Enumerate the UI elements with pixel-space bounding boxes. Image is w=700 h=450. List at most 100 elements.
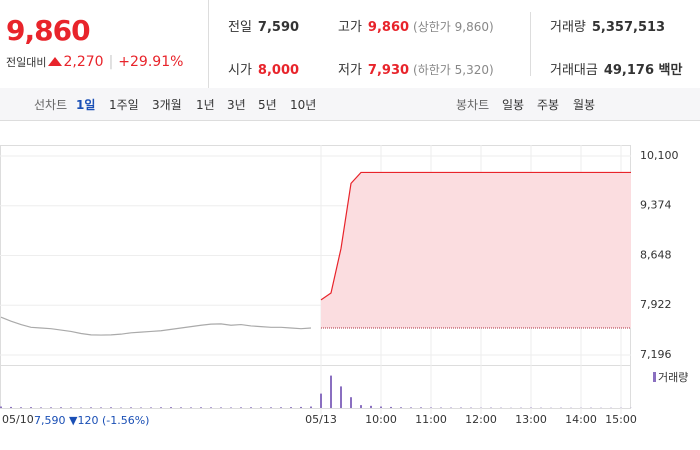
volume-bar <box>40 407 42 408</box>
volume-bar <box>130 407 132 408</box>
volume-bar <box>150 407 152 408</box>
x-tick-label: 10:00 <box>365 413 397 426</box>
tab[interactable]: 3년 <box>227 98 246 112</box>
y-tick-label: 7,922 <box>640 298 672 311</box>
y-tick-label: 8,648 <box>640 248 672 261</box>
x-tick-label: 12:00 <box>465 413 497 426</box>
stat-label: 시가 <box>228 63 252 78</box>
x-tick-label: 05/10 <box>2 413 34 426</box>
volume-bar <box>210 407 212 408</box>
volume-bar <box>400 407 402 408</box>
tab[interactable]: 3개월 <box>152 98 182 112</box>
stat-label: 전일 <box>228 20 252 35</box>
volume-bar <box>380 406 382 408</box>
x-tick-label: 15:00 <box>605 413 637 426</box>
x-tick-label: 11:00 <box>415 413 447 426</box>
volume-bar <box>310 406 312 408</box>
up-arrow <box>48 57 63 66</box>
tab[interactable]: 일봉 <box>502 98 525 112</box>
chart: 10,100 9,374 8,648 7,922 7,196 05/10 05/13 10:0… <box>0 145 688 426</box>
y-tick-label: 7,196 <box>640 348 672 361</box>
quote-header: 9,860 전일대비 2,270 | +29.91% 전일 7,590 고가 9,860(… <box>0 0 700 89</box>
volume-bar <box>430 407 432 408</box>
stat-value: 7,930 <box>367 63 410 78</box>
stat-label: 거래대금 <box>550 63 598 78</box>
prev-change-pct: (-1.56%) <box>101 414 150 427</box>
x-tick-label: 13:00 <box>515 413 547 426</box>
volume-bar <box>0 406 2 408</box>
divider <box>208 0 209 88</box>
stat-value: 5,357,513 <box>591 20 666 35</box>
volume-bar <box>200 407 202 408</box>
tab[interactable]: 주봉 <box>537 98 560 112</box>
volume-bar <box>260 407 262 408</box>
area <box>321 172 631 328</box>
volume-bar <box>370 405 372 408</box>
stat-label: 저가 <box>338 63 362 78</box>
stat: 거래량 5,357,513 <box>550 16 665 35</box>
volume-bar <box>420 407 422 408</box>
volume-bar <box>70 407 72 408</box>
volume-bar <box>170 407 172 408</box>
tab[interactable]: 월봉 <box>573 98 596 112</box>
x-tick-label: 14:00 <box>565 413 597 426</box>
volume-bar <box>220 407 222 408</box>
legend-label: 거래량 <box>658 371 688 384</box>
volume-bar <box>110 407 112 408</box>
stat: 시가 8,000 <box>228 59 299 78</box>
volume-bar <box>10 406 12 408</box>
volume-bar <box>190 407 192 408</box>
change-value: 2,270 <box>63 54 104 70</box>
change-label: 전일대비 <box>6 56 47 69</box>
volume-bar <box>100 407 102 408</box>
stat-label: 거래량 <box>550 20 586 35</box>
y-tick-label: 9,374 <box>640 199 672 212</box>
volume-bar <box>160 407 162 408</box>
volume-bar <box>390 406 392 408</box>
tab[interactable]: 1년 <box>196 98 215 112</box>
tab[interactable]: 5년 <box>258 98 277 112</box>
prev-price: 7,590 <box>34 414 66 427</box>
stat-value: 9,860 <box>367 20 410 35</box>
price-line <box>0 316 312 336</box>
volume-bar <box>60 407 62 408</box>
volume-bar <box>140 407 142 408</box>
volume-bar <box>340 386 342 408</box>
volume-bar <box>280 407 282 408</box>
volume-bar <box>240 407 242 408</box>
price-line <box>320 171 631 301</box>
volume-bar <box>250 407 252 408</box>
stat: 저가 7,930 (하한가 5,320) <box>338 59 494 78</box>
y-tick-label: 10,100 <box>640 149 679 162</box>
tab[interactable]: 10년 <box>290 98 317 112</box>
change-pct: +29.91% <box>118 54 184 70</box>
divider <box>530 12 531 76</box>
period-tabs: 선차트 1일 1주일 3개월 1년 3년 5년 10년 봉차트 일봉 주봉 월봉 <box>0 88 700 121</box>
x-tick-label: 05/13 <box>305 413 337 426</box>
stat-note: (상한가 9,860) <box>413 20 494 34</box>
legend-swatch <box>653 372 656 382</box>
volume-bar <box>350 397 352 408</box>
stat: 전일 7,590 <box>228 16 299 35</box>
change: 전일대비 2,270 | +29.91% <box>6 54 184 70</box>
volume-bar <box>330 375 332 408</box>
volume-bar <box>180 407 182 408</box>
volume-bar <box>360 405 362 408</box>
stat-value: 8,000 <box>257 63 300 78</box>
tab[interactable]: 1일 <box>76 98 96 112</box>
stat-value: 7,590 <box>257 20 300 35</box>
volume-bar <box>410 407 412 408</box>
tab-group-label: 봉차트 <box>456 98 490 112</box>
prev-day-info: 7,590 ▼120 (-1.56%) <box>34 414 149 427</box>
volume-bar <box>320 393 322 408</box>
volume-bar <box>290 407 292 408</box>
volume-bar <box>90 407 92 408</box>
volume-frame <box>0 365 631 409</box>
volume-bar <box>300 406 302 408</box>
volume-bar <box>20 407 22 408</box>
tab[interactable]: 1주일 <box>109 98 139 112</box>
stat-note: (하한가 5,320) <box>413 63 494 77</box>
volume-bar <box>50 407 52 408</box>
prev-change: ▼120 <box>69 414 99 427</box>
